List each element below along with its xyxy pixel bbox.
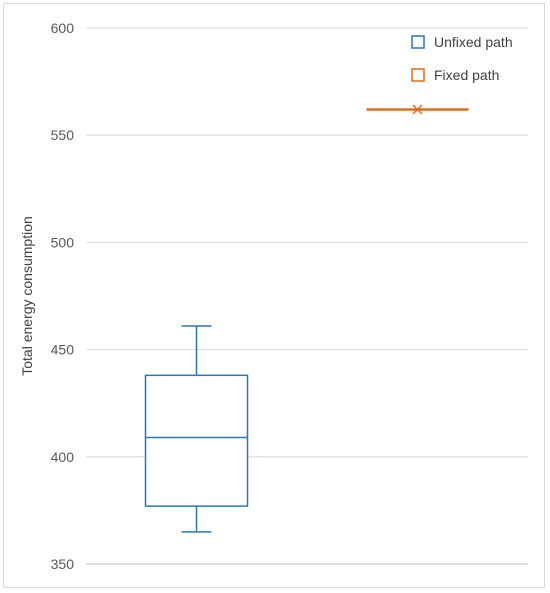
box-series	[144, 104, 469, 533]
y-tick-label: 600	[51, 20, 75, 36]
y-tick-label: 550	[51, 127, 75, 143]
y-axis-title: Total energy consumption	[19, 216, 35, 376]
y-tick-label: 500	[51, 234, 75, 250]
mean-marker	[412, 104, 423, 115]
legend-label: Unfixed path	[434, 34, 513, 50]
legend-swatch	[411, 35, 425, 49]
legend-item: Unfixed path	[411, 34, 513, 50]
legend-item: Fixed path	[411, 67, 499, 83]
box-fixed-path	[366, 104, 469, 115]
box-unfixed-path	[144, 325, 249, 533]
box-iqr	[144, 374, 249, 507]
legend-swatch	[411, 68, 425, 82]
chart-frame	[3, 3, 545, 588]
legend-label: Fixed path	[434, 67, 499, 83]
y-tick-label: 400	[51, 449, 75, 465]
legend: Unfixed path Fixed path	[411, 34, 513, 83]
y-tick-label: 450	[51, 342, 75, 358]
y-tick-label: 350	[51, 556, 75, 572]
y-tick-labels: 350 400 450 500 550 600	[51, 20, 75, 572]
mean-marker-stroke	[412, 104, 423, 115]
